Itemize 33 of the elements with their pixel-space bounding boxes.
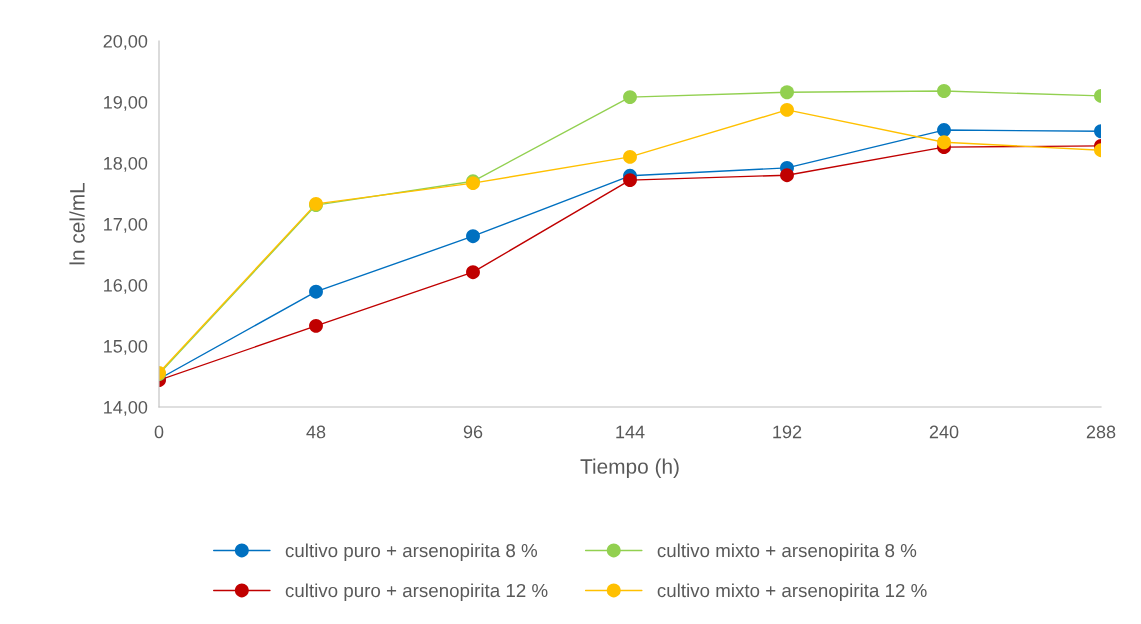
legend-label: cultivo mixto + arsenopirita 12 % (657, 583, 927, 601)
y-tick-label: 15,00 (104, 339, 148, 355)
point (937, 123, 951, 137)
x-tick-label: 96 (463, 425, 483, 439)
x-tick-label: 0 (154, 425, 164, 439)
x-tick-label: 240 (929, 425, 959, 439)
point (309, 318, 323, 333)
y-tick-label: 18,00 (104, 156, 148, 172)
point (623, 173, 637, 188)
y-axis-title: ln cel/mL (69, 183, 85, 265)
y-tick-label: 17,00 (104, 217, 148, 233)
point (466, 229, 480, 244)
point (623, 90, 637, 105)
point (780, 168, 794, 183)
point (309, 284, 323, 299)
point (780, 85, 794, 100)
x-tick-label: 192 (773, 425, 802, 439)
x-tick-label: 144 (616, 425, 645, 439)
legend-label: cultivo puro + arsenopirita 8 % (285, 543, 538, 561)
point (780, 102, 794, 117)
x-tick-label: 48 (306, 425, 326, 439)
y-tick-label: 16,00 (104, 278, 148, 294)
point (937, 135, 951, 150)
x-tick-label: 288 (1086, 425, 1116, 439)
legend-label: cultivo mixto + arsenopirita 8 % (657, 543, 917, 561)
y-tick-label: 20,00 (103, 34, 148, 50)
y-tick-label: 19,00 (104, 95, 148, 111)
point (623, 149, 637, 164)
legend-label: cultivo puro + arsenopirita 12 % (285, 583, 548, 601)
x-axis-title: Tiempo (h) (580, 458, 679, 478)
point (937, 84, 951, 98)
point (466, 265, 480, 280)
y-tick-label: 14,00 (104, 400, 148, 416)
